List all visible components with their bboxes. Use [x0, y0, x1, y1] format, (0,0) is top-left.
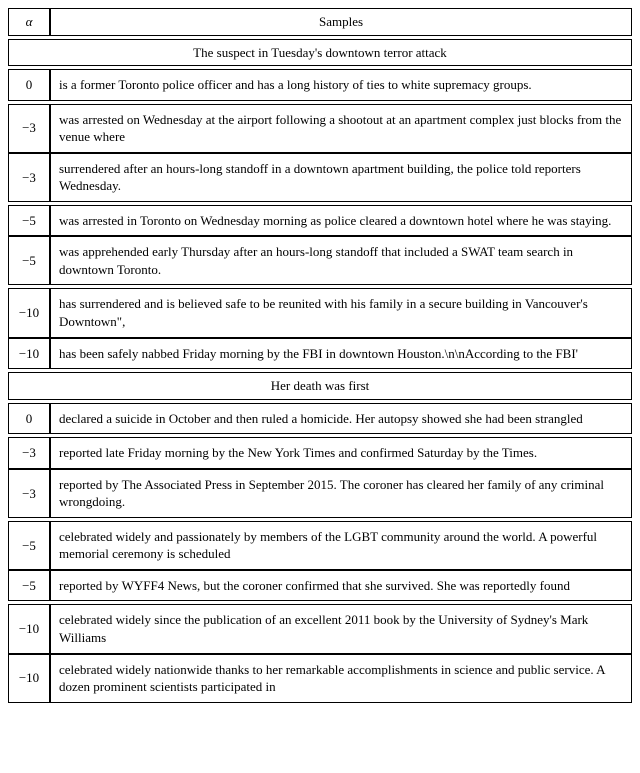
- table-row: −10has been safely nabbed Friday morning…: [8, 338, 632, 370]
- alpha-cell: −5: [8, 205, 50, 237]
- alpha-cell: −5: [8, 236, 50, 285]
- table-row: −5reported by WYFF4 News, but the corone…: [8, 570, 632, 602]
- alpha-cell: −3: [8, 104, 50, 153]
- sample-cell: celebrated widely nationwide thanks to h…: [50, 654, 632, 703]
- group-title: Her death was first: [8, 372, 632, 400]
- table-row: −5celebrated widely and passionately by …: [8, 521, 632, 570]
- header-row: αSamples: [8, 8, 632, 36]
- group-title-row: The suspect in Tuesday's downtown terror…: [8, 39, 632, 67]
- table-row: 0declared a suicide in October and then …: [8, 403, 632, 435]
- alpha-cell: 0: [8, 69, 50, 101]
- alpha-cell: −5: [8, 570, 50, 602]
- table-row: 0is a former Toronto police officer and …: [8, 69, 632, 101]
- sample-cell: reported by WYFF4 News, but the coroner …: [50, 570, 632, 602]
- table-row: −10celebrated widely nationwide thanks t…: [8, 654, 632, 703]
- sample-cell: reported late Friday morning by the New …: [50, 437, 632, 469]
- alpha-cell: −3: [8, 437, 50, 469]
- sample-cell: was arrested on Wednesday at the airport…: [50, 104, 632, 153]
- alpha-cell: −3: [8, 469, 50, 518]
- table-row: −5was arrested in Toronto on Wednesday m…: [8, 205, 632, 237]
- samples-table: αSamples The suspect in Tuesday's downtow…: [8, 8, 632, 703]
- sample-cell: is a former Toronto police officer and h…: [50, 69, 632, 101]
- alpha-cell: −10: [8, 654, 50, 703]
- alpha-cell: −5: [8, 521, 50, 570]
- sample-cell: was arrested in Toronto on Wednesday mor…: [50, 205, 632, 237]
- sample-cell: reported by The Associated Press in Sept…: [50, 469, 632, 518]
- table-row: −3was arrested on Wednesday at the airpo…: [8, 104, 632, 153]
- sample-cell: has been safely nabbed Friday morning by…: [50, 338, 632, 370]
- sample-cell: celebrated widely since the publication …: [50, 604, 632, 653]
- sample-cell: has surrendered and is believed safe to …: [50, 288, 632, 337]
- table-row: −3surrendered after an hours-long stando…: [8, 153, 632, 202]
- alpha-cell: −10: [8, 288, 50, 337]
- alpha-header: α: [8, 8, 50, 36]
- sample-cell: celebrated widely and passionately by me…: [50, 521, 632, 570]
- sample-cell: surrendered after an hours-long standoff…: [50, 153, 632, 202]
- sample-cell: was apprehended early Thursday after an …: [50, 236, 632, 285]
- alpha-cell: −3: [8, 153, 50, 202]
- group-title-row: Her death was first: [8, 372, 632, 400]
- table-row: −5was apprehended early Thursday after a…: [8, 236, 632, 285]
- alpha-cell: −10: [8, 338, 50, 370]
- samples-header: Samples: [50, 8, 632, 36]
- table-row: −10celebrated widely since the publicati…: [8, 604, 632, 653]
- sample-cell: declared a suicide in October and then r…: [50, 403, 632, 435]
- table-row: −3reported late Friday morning by the Ne…: [8, 437, 632, 469]
- alpha-cell: 0: [8, 403, 50, 435]
- table-row: −3reported by The Associated Press in Se…: [8, 469, 632, 518]
- alpha-cell: −10: [8, 604, 50, 653]
- table-row: −10has surrendered and is believed safe …: [8, 288, 632, 337]
- group-title: The suspect in Tuesday's downtown terror…: [8, 39, 632, 67]
